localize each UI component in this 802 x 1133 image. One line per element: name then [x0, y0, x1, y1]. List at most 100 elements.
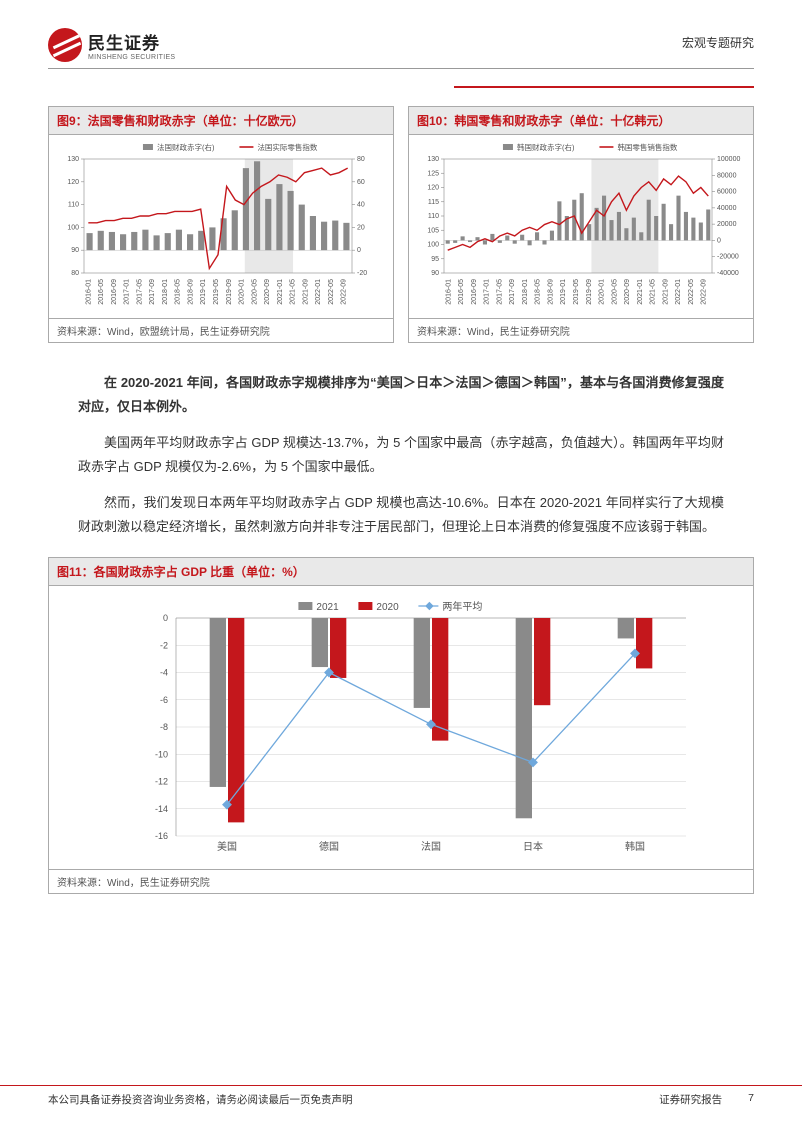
svg-text:2016-09: 2016-09 [471, 279, 478, 305]
svg-text:90: 90 [71, 247, 79, 254]
svg-text:0: 0 [357, 247, 361, 254]
svg-text:2018-01: 2018-01 [522, 279, 529, 305]
svg-text:2018-01: 2018-01 [162, 279, 169, 305]
logo-mark-icon [48, 28, 82, 62]
svg-text:130: 130 [67, 156, 79, 163]
figure-9: 图9：法国零售和财政赤字（单位：十亿欧元） 8090100110120130-2… [48, 106, 394, 343]
svg-text:80000: 80000 [717, 172, 737, 179]
svg-text:110: 110 [428, 213, 439, 220]
svg-text:120: 120 [67, 179, 79, 186]
svg-text:2017-09: 2017-09 [149, 279, 156, 305]
figure-10: 图10：韩国零售和财政赤字（单位：十亿韩元） 90 95 100 105 110 115 1… [408, 106, 754, 343]
body-text: 在 2020-2021 年间，各国财政赤字规模排序为“美国＞日本＞法国＞德国＞韩… [78, 371, 724, 539]
svg-text:-2: -2 [160, 641, 168, 651]
svg-text:2019-09: 2019-09 [586, 279, 593, 305]
svg-text:90: 90 [431, 270, 439, 277]
figure-11-title: 图11：各国财政赤字占 GDP 比重（单位：%） [49, 558, 753, 586]
svg-text:2016-01: 2016-01 [85, 279, 92, 305]
footer-page-number: 7 [748, 1092, 754, 1107]
figure-11-chart: 0-2-4-6-8-10-12-14-16美国德国法国日本韩国20212020两… [53, 592, 749, 862]
svg-text:2016-05: 2016-05 [458, 279, 465, 305]
svg-text:-20: -20 [357, 270, 367, 277]
svg-text:2017-05: 2017-05 [136, 279, 143, 305]
svg-text:2017-01: 2017-01 [484, 279, 491, 305]
svg-text:100: 100 [427, 242, 439, 249]
page-footer: 本公司具备证券投资咨询业务资格，请务必阅读最后一页免责声明 证券研究报告 7 [0, 1085, 802, 1107]
svg-text:-20000: -20000 [717, 254, 739, 261]
svg-text:80: 80 [71, 270, 79, 277]
figure-9-title: 图9：法国零售和财政赤字（单位：十亿欧元） [49, 107, 393, 135]
svg-text:韩国财政赤字(右): 韩国财政赤字(右) [517, 142, 575, 152]
svg-text:95: 95 [431, 256, 439, 263]
svg-text:两年平均: 两年平均 [442, 600, 482, 613]
svg-text:2021-05: 2021-05 [650, 279, 657, 305]
svg-text:2021-01: 2021-01 [637, 279, 644, 305]
svg-text:2022-01: 2022-01 [315, 279, 322, 305]
figure-9-source: 资料来源：Wind，欧盟统计局，民生证券研究院 [49, 318, 393, 342]
svg-text:-8: -8 [160, 722, 168, 732]
svg-text:2018-09: 2018-09 [547, 279, 554, 305]
footer-doc-label: 证券研究报告 [659, 1092, 722, 1107]
figure-9-chart: 8090100110120130-200204060802016-012016-… [53, 141, 389, 311]
para-2: 美国两年平均财政赤字占 GDP 规模达-13.7%，为 5 个国家中最高（赤字越… [78, 431, 724, 479]
svg-text:60: 60 [357, 179, 365, 186]
figure-10-title: 图10：韩国零售和财政赤字（单位：十亿韩元） [409, 107, 753, 135]
svg-text:2019-05: 2019-05 [573, 279, 580, 305]
svg-text:2018-05: 2018-05 [175, 279, 182, 305]
svg-text:2020-01: 2020-01 [599, 279, 606, 305]
svg-text:-40000: -40000 [717, 270, 739, 277]
svg-text:0: 0 [163, 613, 168, 623]
page-header: 民生证券 MINSHENG SECURITIES 宏观专题研究 [48, 28, 754, 69]
svg-text:2022-01: 2022-01 [675, 279, 682, 305]
svg-text:2020-05: 2020-05 [251, 279, 258, 305]
figure-11: 图11：各国财政赤字占 GDP 比重（单位：%） 0-2-4-6-8-10-12… [48, 557, 754, 894]
svg-text:2019-01: 2019-01 [200, 279, 207, 305]
svg-text:2020: 2020 [376, 602, 399, 613]
svg-text:2019-01: 2019-01 [560, 279, 567, 305]
svg-text:20: 20 [357, 224, 365, 231]
svg-text:2020-09: 2020-09 [264, 279, 271, 305]
svg-text:40: 40 [357, 202, 365, 209]
svg-text:40000: 40000 [717, 205, 737, 212]
svg-text:2019-09: 2019-09 [226, 279, 233, 305]
svg-text:-6: -6 [160, 695, 168, 705]
svg-text:2020-05: 2020-05 [611, 279, 618, 305]
svg-text:100: 100 [67, 224, 79, 231]
doc-type-label: 宏观专题研究 [682, 34, 754, 51]
svg-text:韩国: 韩国 [625, 840, 645, 853]
svg-text:120: 120 [427, 185, 439, 192]
svg-text:80: 80 [357, 156, 365, 163]
svg-text:2022-09: 2022-09 [701, 279, 708, 305]
svg-text:2020-01: 2020-01 [239, 279, 246, 305]
svg-text:2016-09: 2016-09 [111, 279, 118, 305]
header-accent-rule [454, 86, 754, 88]
svg-text:2016-05: 2016-05 [98, 279, 105, 305]
para-3: 然而，我们发现日本两年平均财政赤字占 GDP 规模也高达-10.6%。日本在 2… [78, 491, 724, 539]
figure-10-source: 资料来源：Wind，民生证券研究院 [409, 318, 753, 342]
svg-text:2017-01: 2017-01 [124, 279, 131, 305]
brand-name-cn: 民生证券 [88, 29, 175, 54]
svg-text:法国财政赤字(右): 法国财政赤字(右) [157, 142, 215, 152]
brand-logo: 民生证券 MINSHENG SECURITIES [48, 28, 175, 62]
svg-text:2017-05: 2017-05 [496, 279, 503, 305]
svg-text:德国: 德国 [319, 840, 339, 853]
svg-text:2018-05: 2018-05 [535, 279, 542, 305]
svg-text:2018-09: 2018-09 [187, 279, 194, 305]
svg-text:法国: 法国 [421, 840, 441, 853]
svg-text:-16: -16 [155, 831, 168, 841]
svg-text:2021-01: 2021-01 [277, 279, 284, 305]
para-1: 在 2020-2021 年间，各国财政赤字规模排序为“美国＞日本＞法国＞德国＞韩… [78, 371, 724, 419]
svg-text:韩国零售销售指数: 韩国零售销售指数 [617, 142, 677, 152]
svg-text:100000: 100000 [717, 156, 740, 163]
svg-text:-4: -4 [160, 668, 168, 678]
figure-11-source: 资料来源：Wind，民生证券研究院 [49, 869, 753, 893]
brand-name-en: MINSHENG SECURITIES [88, 54, 175, 61]
svg-text:105: 105 [427, 227, 439, 234]
svg-text:2019-05: 2019-05 [213, 279, 220, 305]
figure-10-chart: 9095100105110115120125130-40000-20000020… [413, 141, 749, 311]
svg-text:-14: -14 [155, 804, 168, 814]
svg-text:115: 115 [428, 199, 439, 206]
svg-text:2022-09: 2022-09 [341, 279, 348, 305]
svg-text:2021-09: 2021-09 [662, 279, 669, 305]
svg-text:2021-09: 2021-09 [302, 279, 309, 305]
